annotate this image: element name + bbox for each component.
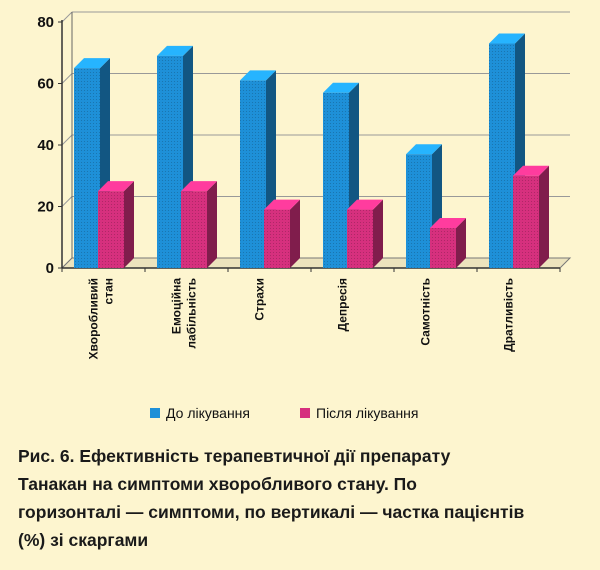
caption-line: горизонталі — симптоми, по вертикалі — ч… (18, 502, 525, 522)
gridline (61, 73, 73, 84)
bar-top (430, 218, 466, 229)
bar (240, 70, 276, 268)
caption-line: Рис. 6. Ефективність терапевтичної дії п… (18, 446, 451, 466)
legend-label: Після лікування (316, 405, 418, 421)
bar (181, 181, 217, 268)
bar-texture (74, 68, 100, 268)
x-category-label-line: Хворобливий (87, 278, 101, 359)
bar-texture (406, 154, 432, 268)
bar-top (323, 82, 359, 93)
bar-texture (430, 228, 456, 268)
x-category-label-line: Страхи (253, 278, 267, 321)
x-category-label: Страхи (253, 278, 267, 321)
bar-chart: 0 20 40 60 80 Хворобливийстан Емоційналабільні… (37, 11, 572, 421)
bar-top (513, 165, 549, 176)
x-category-label-line: Дратливість (502, 278, 516, 352)
bar-top (264, 199, 300, 210)
legend-swatch (150, 408, 160, 418)
bar (157, 45, 193, 269)
bar-top (181, 181, 217, 192)
bars (74, 33, 549, 269)
bar-texture (181, 191, 207, 268)
bar-top (74, 58, 110, 69)
y-tick-label: 60 (37, 76, 54, 93)
bar-texture (323, 92, 349, 268)
labels: 0 20 40 60 80 Хворобливийстан Емоційналабільні… (37, 14, 515, 359)
caption-line: (%) зі скаргами (18, 530, 149, 550)
x-category-label: Емоційналабільність (170, 278, 199, 349)
bar (264, 199, 300, 268)
bar-texture (240, 80, 266, 268)
x-category-label-line: Самотність (419, 278, 433, 346)
x-category-label-line: Депресія (336, 278, 350, 331)
bar-side (124, 181, 134, 268)
bar-top (240, 70, 276, 81)
bar-texture (157, 55, 183, 269)
bar-side (290, 199, 300, 268)
gridline (61, 134, 73, 146)
y-tick-label: 40 (37, 137, 54, 154)
figure-caption: Рис. 6. Ефективність терапевтичної дії п… (18, 442, 588, 554)
bar-texture (347, 209, 373, 268)
y-tick-label: 80 (37, 14, 54, 31)
x-category-label: Самотність (419, 278, 433, 346)
gridline (61, 11, 73, 23)
bar-texture (264, 209, 290, 268)
x-category-label-line: стан (102, 278, 116, 304)
bar (513, 165, 549, 268)
x-category-label-line: лабільність (185, 278, 199, 349)
x-category-label: Дратливість (502, 278, 516, 352)
bar-top (347, 199, 383, 210)
legend-swatch (300, 408, 310, 418)
bar-side (373, 199, 383, 268)
gridline (61, 196, 73, 207)
x-category-label: Депресія (336, 278, 350, 331)
bar-side (456, 218, 466, 268)
bar-side (539, 165, 549, 268)
bar-side (207, 181, 217, 268)
y-tick-label: 20 (37, 199, 54, 216)
caption-line: Танакан на симптоми хворобливого стану. … (18, 474, 417, 494)
bar-top (157, 45, 193, 56)
x-category-label-line: Емоційна (170, 278, 184, 334)
bar (347, 199, 383, 268)
bar-texture (98, 191, 124, 268)
bar-texture (513, 175, 539, 268)
bar-top (489, 33, 525, 44)
bar (406, 144, 442, 268)
x-category-label: Хворобливийстан (87, 278, 116, 359)
bar-top (406, 144, 442, 155)
bar (98, 181, 134, 268)
legend-label: До лікування (166, 405, 250, 421)
y-tick-label: 0 (46, 260, 54, 277)
legend: До лікування Після лікування (150, 405, 418, 421)
bar-texture (489, 43, 515, 269)
bar-top (98, 181, 134, 192)
bar (430, 218, 466, 268)
